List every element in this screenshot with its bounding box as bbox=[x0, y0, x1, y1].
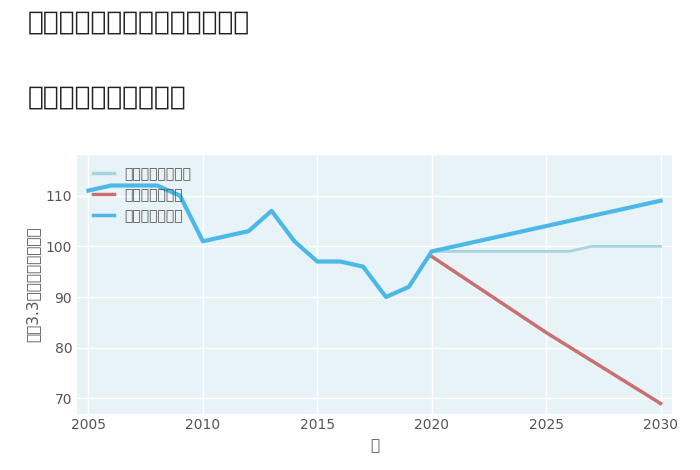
Legend: ノーマルシナリオ, バッドシナリオ, グッドシナリオ: ノーマルシナリオ, バッドシナリオ, グッドシナリオ bbox=[87, 162, 197, 229]
グッドシナリオ bbox=[588, 213, 596, 219]
バッドシナリオ bbox=[542, 329, 550, 335]
グッドシナリオ bbox=[428, 249, 436, 254]
ノーマルシナリオ bbox=[244, 228, 253, 234]
ノーマルシナリオ bbox=[428, 249, 436, 254]
ノーマルシナリオ bbox=[588, 243, 596, 249]
グッドシナリオ bbox=[382, 294, 390, 300]
グッドシナリオ bbox=[267, 208, 276, 214]
グッドシナリオ bbox=[634, 203, 642, 209]
ノーマルシナリオ bbox=[359, 264, 368, 269]
ノーマルシナリオ bbox=[221, 234, 230, 239]
Y-axis label: 坪（3.3㎡）単価（万円）: 坪（3.3㎡）単価（万円） bbox=[25, 227, 40, 342]
グッドシナリオ bbox=[336, 258, 344, 264]
ノーマルシナリオ bbox=[176, 193, 184, 198]
グッドシナリオ bbox=[290, 238, 299, 244]
グッドシナリオ bbox=[107, 183, 116, 188]
ノーマルシナリオ bbox=[336, 258, 344, 264]
グッドシナリオ bbox=[496, 234, 505, 239]
ノーマルシナリオ bbox=[610, 243, 619, 249]
Text: 愛知県海部郡蟹江町今東郊通の: 愛知県海部郡蟹江町今東郊通の bbox=[28, 9, 251, 35]
バッドシナリオ bbox=[428, 254, 436, 259]
ノーマルシナリオ bbox=[199, 238, 207, 244]
Line: グッドシナリオ: グッドシナリオ bbox=[88, 186, 661, 297]
グッドシナリオ bbox=[519, 228, 528, 234]
ノーマルシナリオ bbox=[267, 208, 276, 214]
グッドシナリオ bbox=[473, 238, 482, 244]
グッドシナリオ bbox=[542, 223, 550, 229]
ノーマルシナリオ bbox=[565, 249, 573, 254]
ノーマルシナリオ bbox=[519, 249, 528, 254]
Line: バッドシナリオ: バッドシナリオ bbox=[432, 257, 661, 403]
ノーマルシナリオ bbox=[496, 249, 505, 254]
ノーマルシナリオ bbox=[450, 249, 459, 254]
ノーマルシナリオ bbox=[405, 284, 413, 290]
Line: ノーマルシナリオ: ノーマルシナリオ bbox=[88, 186, 661, 297]
ノーマルシナリオ bbox=[634, 243, 642, 249]
ノーマルシナリオ bbox=[473, 249, 482, 254]
グッドシナリオ bbox=[405, 284, 413, 290]
グッドシナリオ bbox=[84, 188, 92, 193]
ノーマルシナリオ bbox=[84, 188, 92, 193]
グッドシナリオ bbox=[610, 208, 619, 214]
グッドシナリオ bbox=[565, 218, 573, 224]
ノーマルシナリオ bbox=[657, 243, 665, 249]
バッドシナリオ bbox=[657, 400, 665, 406]
ノーマルシナリオ bbox=[130, 183, 139, 188]
グッドシナリオ bbox=[221, 234, 230, 239]
グッドシナリオ bbox=[450, 243, 459, 249]
グッドシナリオ bbox=[244, 228, 253, 234]
ノーマルシナリオ bbox=[153, 183, 161, 188]
グッドシナリオ bbox=[359, 264, 368, 269]
ノーマルシナリオ bbox=[107, 183, 116, 188]
Text: 中古戸建ての価格推移: 中古戸建ての価格推移 bbox=[28, 85, 187, 110]
ノーマルシナリオ bbox=[382, 294, 390, 300]
ノーマルシナリオ bbox=[290, 238, 299, 244]
グッドシナリオ bbox=[313, 258, 321, 264]
グッドシナリオ bbox=[176, 193, 184, 198]
グッドシナリオ bbox=[199, 238, 207, 244]
グッドシナリオ bbox=[153, 183, 161, 188]
X-axis label: 年: 年 bbox=[370, 438, 379, 453]
ノーマルシナリオ bbox=[542, 249, 550, 254]
ノーマルシナリオ bbox=[313, 258, 321, 264]
グッドシナリオ bbox=[657, 198, 665, 204]
グッドシナリオ bbox=[130, 183, 139, 188]
